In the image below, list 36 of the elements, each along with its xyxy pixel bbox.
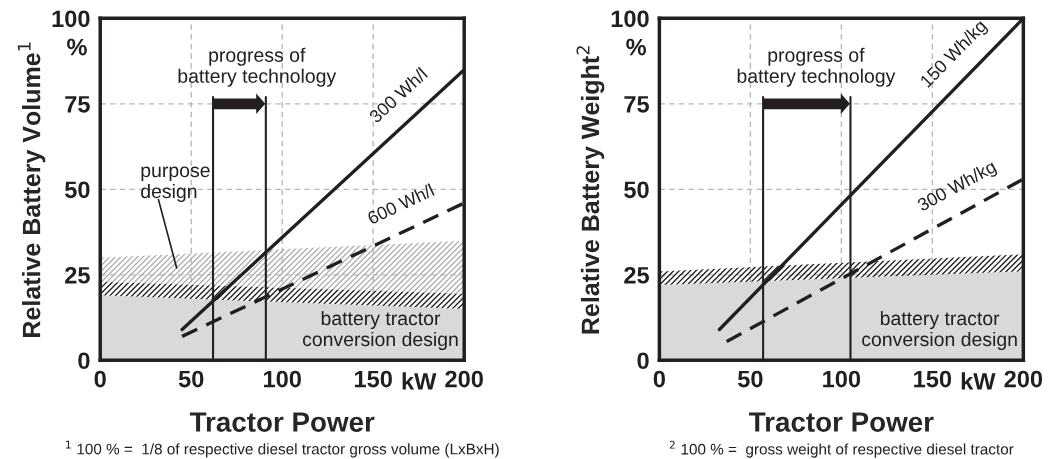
text: 600 Wh/l <box>366 183 435 225</box>
annotation: progress of battery technology <box>737 47 896 87</box>
annotation: purpose design <box>141 166 210 203</box>
y-tick-label: 25 <box>624 266 649 284</box>
annotation: progress of battery technology <box>178 47 337 87</box>
text: kW <box>402 372 437 390</box>
series-label: battery tractor conversion design <box>862 310 1017 351</box>
text: kW <box>961 372 996 390</box>
x-tick-label: 50 <box>178 370 204 388</box>
series-label: battery tractor conversion design <box>302 310 458 351</box>
x-tick-label: 150 <box>355 370 392 388</box>
x-tick-label: 100 <box>264 370 301 388</box>
text: % <box>67 38 87 56</box>
text: % <box>626 38 647 56</box>
y-tick-label: 100 <box>52 10 90 28</box>
y-tick-label: 25 <box>65 266 90 284</box>
x-tick-label: 100 <box>823 370 861 388</box>
y-axis-title: Relative Battery Volume$^{1}$ <box>17 42 46 337</box>
y-tick-label: 100 <box>611 10 649 28</box>
x-tick-label: 200 <box>1004 370 1043 388</box>
y-axis-title: Relative Battery Weight$^{2}$ <box>576 46 605 334</box>
x-axis-title: Tractor Power <box>189 412 375 432</box>
text: $^{1}$ 100 % = 1/8 of respective diesel tractor gross volume (LxBxH) <box>66 440 499 458</box>
text: $^{2}$ 100 % = gross weight of respective diesel tractor <box>669 440 1014 458</box>
y-tick-label: 75 <box>65 96 90 113</box>
y-tick-label: 50 <box>64 181 90 199</box>
x-tick-label: 0 <box>653 370 665 388</box>
y-tick-label: 0 <box>637 352 649 370</box>
x-axis-title: Tractor Power <box>749 412 934 432</box>
y-tick-label: 75 <box>624 96 649 113</box>
x-tick-label: 0 <box>94 370 106 388</box>
y-tick-label: 0 <box>78 352 90 370</box>
x-tick-label: 200 <box>445 370 483 388</box>
x-tick-label: 150 <box>914 370 952 388</box>
y-tick-label: 50 <box>624 181 649 199</box>
x-tick-label: 50 <box>737 370 763 388</box>
